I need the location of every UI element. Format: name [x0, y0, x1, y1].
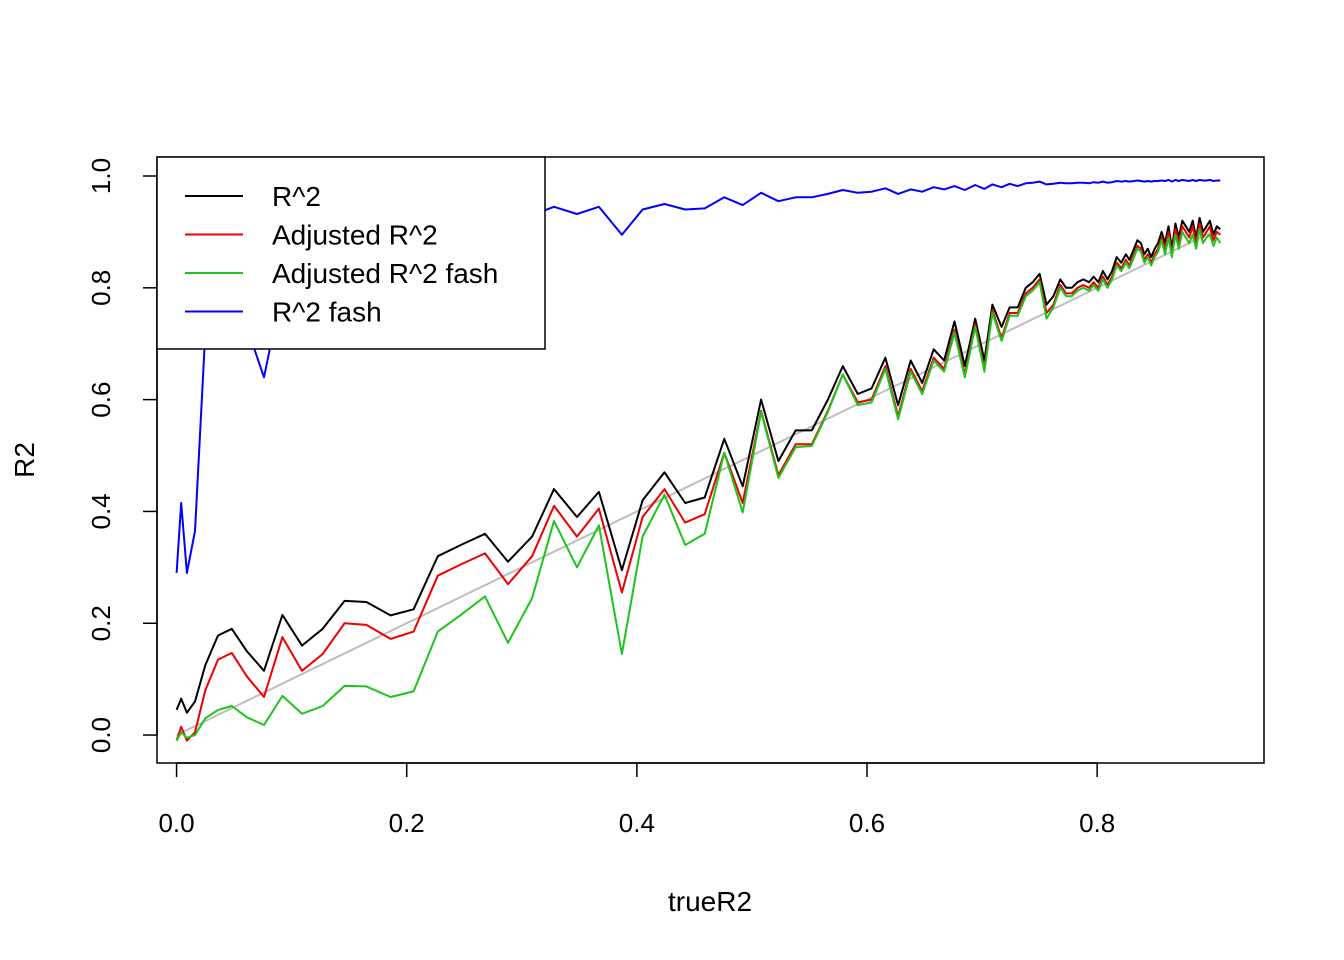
- x-axis-title: trueR2: [668, 886, 752, 917]
- x-tick-label: 0.8: [1079, 808, 1115, 838]
- x-tick-label: 0.4: [619, 808, 655, 838]
- x-axis: 0.0 0.2 0.4 0.6 0.8: [158, 762, 1115, 838]
- y-axis-title: R2: [9, 442, 40, 478]
- legend-label: Adjusted R^2 fash: [272, 258, 498, 289]
- y-tick-label: 1.0: [86, 158, 116, 194]
- legend: R^2 Adjusted R^2 Adjusted R^2 fash R^2 fash: [156, 156, 546, 350]
- legend-label: R^2 fash: [272, 297, 382, 328]
- y-tick-label: 0.8: [86, 270, 116, 306]
- series-line-r-2: [175, 216, 1221, 714]
- y-axis: 0.0 0.2 0.4 0.6 0.8 1.0: [86, 158, 158, 753]
- legend-label: R^2: [272, 181, 321, 212]
- x-tick-label: 0.2: [389, 808, 425, 838]
- x-tick-label: 0.6: [849, 808, 885, 838]
- y-tick-label: 0.0: [86, 717, 116, 753]
- legend-label: Adjusted R^2: [272, 220, 438, 251]
- y-tick-label: 0.6: [86, 382, 116, 418]
- y-tick-label: 0.4: [86, 493, 116, 529]
- series-line-adjusted-r-2-fash: [175, 228, 1222, 742]
- x-tick-label: 0.0: [158, 808, 194, 838]
- series-line-adjusted-r-2: [175, 222, 1221, 742]
- legend-box: [156, 156, 546, 350]
- y-tick-label: 0.2: [86, 605, 116, 641]
